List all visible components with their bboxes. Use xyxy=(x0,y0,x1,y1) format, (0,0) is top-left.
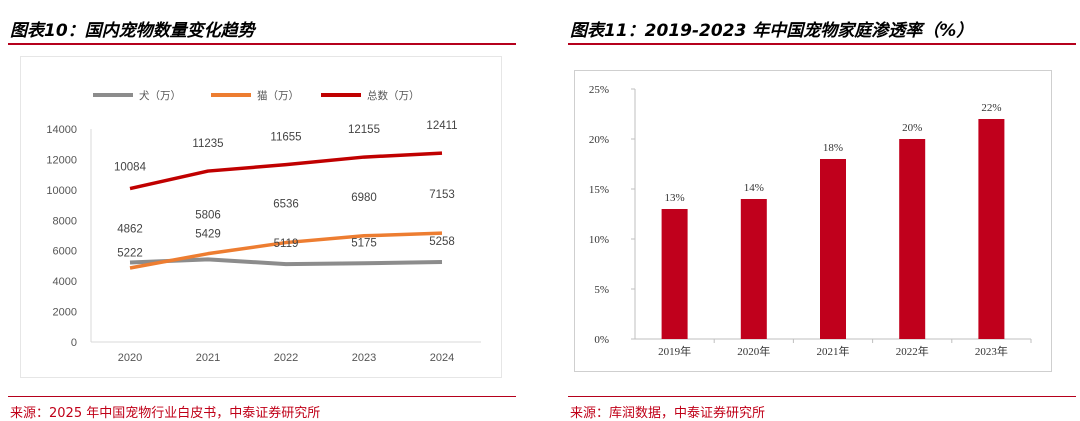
left-title-rule xyxy=(8,43,516,45)
left-footer-rule xyxy=(8,396,516,397)
y-tick-label: 25% xyxy=(589,84,609,96)
x-tick-label: 2021年 xyxy=(817,344,850,358)
x-tick-label: 2021 xyxy=(196,352,220,364)
y-tick-label: 8000 xyxy=(53,215,77,227)
right-title-rule xyxy=(568,43,1076,45)
right-footer-rule xyxy=(568,396,1076,397)
data-label: 12411 xyxy=(426,120,457,132)
legend-label: 总数（万） xyxy=(367,89,420,102)
data-label: 5806 xyxy=(195,210,221,222)
series-line xyxy=(129,231,443,270)
right-source-note: 来源：库润数据，中泰证券研究所 xyxy=(570,406,766,421)
legend-label: 猫（万） xyxy=(257,89,299,102)
y-tick-label: 2000 xyxy=(53,307,77,319)
left-panel: 图表10：国内宠物数量变化趋势 0 2000 4000 6000 8000 10000 12… xyxy=(0,0,520,421)
bar-data-label: 13% xyxy=(665,192,685,204)
x-tick-label: 2022年 xyxy=(896,344,929,358)
data-label: 5175 xyxy=(351,237,377,249)
x-tick-label: 2023年 xyxy=(975,344,1008,358)
legend-label: 犬（万） xyxy=(139,89,181,102)
y-tick-label: 10% xyxy=(589,234,609,246)
y-tick-label: 10000 xyxy=(46,185,77,197)
x-tick-label: 2024 xyxy=(430,352,454,364)
series-line xyxy=(129,151,443,191)
x-tick-label: 2022 xyxy=(274,352,298,364)
bar-data-label: 20% xyxy=(902,122,922,134)
bar xyxy=(661,209,688,339)
penetration-chart-area: 0% 5% 10% 15% 20% 25% 13% 2019年 14% 2020年 18% 2021年… xyxy=(574,70,1052,372)
y-tick-label: 6000 xyxy=(53,246,77,258)
bar-data-label: 14% xyxy=(744,182,764,194)
y-tick-label: 0 xyxy=(71,337,77,349)
bar xyxy=(899,139,926,339)
y-tick-label: 15% xyxy=(589,184,609,196)
pet-count-chart-area: 0 2000 4000 6000 8000 10000 12000 14000 2020 2021… xyxy=(20,56,502,378)
data-label: 7153 xyxy=(429,189,455,201)
penetration-bar-chart: 0% 5% 10% 15% 20% 25% 13% 2019年 14% 2020年 18% 2021年… xyxy=(589,84,1032,358)
data-label: 5222 xyxy=(117,248,143,260)
right-panel: 图表11：2019-2023 年中国宠物家庭渗透率（%） 0% 5% 10% 15% 2… xyxy=(560,0,1080,421)
data-label: 5258 xyxy=(429,236,455,248)
x-tick-label: 2023 xyxy=(352,352,376,364)
bar-data-label: 18% xyxy=(823,142,843,154)
x-tick-label: 2020 xyxy=(118,352,142,364)
left-chart-title: 图表10：国内宠物数量变化趋势 xyxy=(10,21,255,41)
data-label: 6980 xyxy=(351,192,377,204)
data-label: 5119 xyxy=(274,238,299,250)
y-tick-label: 0% xyxy=(594,334,609,346)
bar xyxy=(978,119,1005,339)
data-label: 10084 xyxy=(114,162,147,174)
x-tick-label: 2020年 xyxy=(737,344,770,358)
right-chart-title: 图表11：2019-2023 年中国宠物家庭渗透率（%） xyxy=(570,21,974,41)
y-tick-label: 5% xyxy=(594,284,609,296)
data-label: 11235 xyxy=(192,138,223,150)
data-label: 12155 xyxy=(348,124,380,136)
y-tick-label: 20% xyxy=(589,134,609,146)
y-tick-label: 14000 xyxy=(46,124,77,136)
pet-count-line-chart: 0 2000 4000 6000 8000 10000 12000 14000 2020 2021… xyxy=(46,89,481,364)
y-tick-label: 12000 xyxy=(46,154,77,166)
y-tick-label: 4000 xyxy=(53,276,77,288)
data-label: 4862 xyxy=(117,224,143,236)
left-source-note: 来源：2025 年中国宠物行业白皮书，中泰证券研究所 xyxy=(10,406,321,421)
bar xyxy=(820,159,846,339)
bar xyxy=(740,199,767,339)
data-label: 11655 xyxy=(270,132,301,144)
x-tick-label: 2019年 xyxy=(658,344,691,358)
bar-data-label: 22% xyxy=(981,102,1001,114)
data-label: 6536 xyxy=(273,199,299,211)
series-line xyxy=(129,257,443,267)
data-label: 5429 xyxy=(195,228,221,240)
